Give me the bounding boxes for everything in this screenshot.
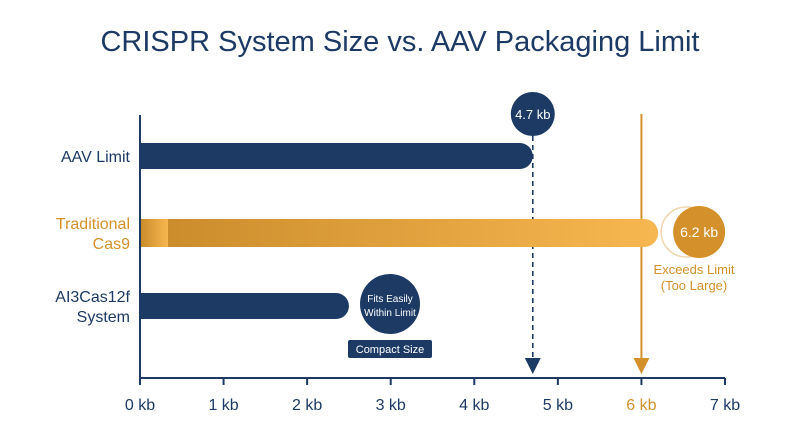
category-label: Cas9 [93, 236, 130, 253]
category-label: AAV Limit [61, 149, 131, 166]
x-tick-label: 4 kb [459, 397, 489, 414]
exceeds-limit-label: Exceeds Limit [654, 262, 735, 277]
bar-base-2 [140, 293, 166, 319]
x-tick-label: 2 kb [292, 397, 322, 414]
category-label: AI3Cas12f [55, 289, 130, 306]
x-tick-label: 1 kb [208, 397, 238, 414]
x-tick-label: 6 kb [626, 397, 656, 414]
bar-base-0 [140, 143, 166, 169]
fits-within-limit-text: Fits Easily [367, 294, 413, 305]
category-label: Traditional [56, 216, 130, 233]
x-tick-label: 0 kb [125, 397, 155, 414]
bar-2 [140, 293, 349, 319]
value-badge-aav-limit [510, 92, 555, 136]
x-tick-label: 7 kb [710, 397, 740, 414]
value-badge-text: 4.7 kb [515, 107, 550, 122]
fits-within-limit-text: Within Limit [364, 308, 416, 319]
exceeds-limit-label: (Too Large) [661, 278, 727, 293]
category-label: System [77, 309, 130, 326]
compact-size-text: Compact Size [356, 344, 424, 356]
bar-1 [140, 219, 659, 247]
bar-0 [140, 143, 533, 169]
x-tick-label: 3 kb [376, 397, 406, 414]
fits-within-limit-badge [360, 274, 420, 334]
reference-arrow-aav-limit [524, 358, 541, 374]
value-badge-text: 6.2 kb [680, 224, 718, 240]
compact-size-pill [348, 340, 432, 358]
bar-base-1 [140, 219, 168, 247]
x-tick-label: 5 kb [543, 397, 573, 414]
value-badge-cas9 [673, 206, 726, 258]
chart-title: CRISPR System Size vs. AAV Packaging Lim… [100, 26, 700, 58]
reference-arrow-6kb [633, 358, 650, 374]
